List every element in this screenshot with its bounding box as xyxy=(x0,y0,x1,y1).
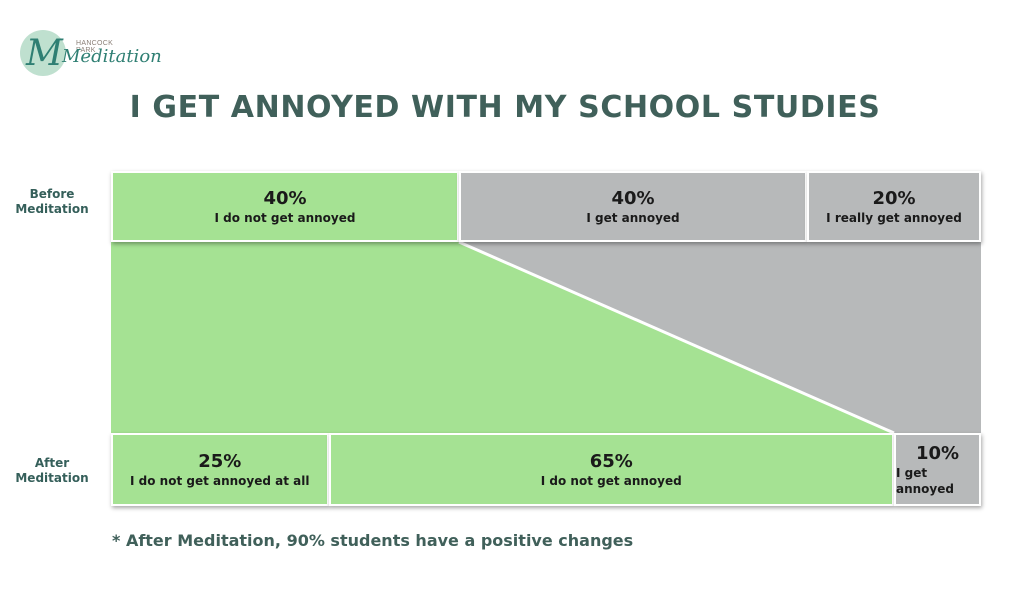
footnote: * After Meditation, 90% students have a … xyxy=(112,531,634,550)
segment-category-label: I do not get annoyed xyxy=(214,210,356,225)
segment-value-label: 20% xyxy=(872,187,916,209)
segment-category-label: I really get annoyed xyxy=(826,210,962,225)
logo-top-text: HANCOCK PARK xyxy=(76,40,114,54)
chart-title: I GET ANNOYED WITH MY SCHOOL STUDIES xyxy=(129,90,881,125)
flow-divider-line xyxy=(458,240,895,435)
segment-value-label: 40% xyxy=(263,187,307,209)
segment-category-label: I get annoyed xyxy=(586,210,680,225)
flow-layer xyxy=(111,240,981,435)
segment-category-label: I do not get annoyed at all xyxy=(130,473,310,488)
chart-bar-segment: 65% I do not get annoyed xyxy=(328,433,894,506)
segment-value-label: 10% xyxy=(915,442,960,464)
brand-logo: M HANCOCK PARK Meditation xyxy=(20,30,162,80)
logo-word: Meditation xyxy=(62,46,162,67)
logo-letter: M xyxy=(26,33,63,74)
segment-category-label: I get annoyed xyxy=(896,465,954,496)
chart-bar-segment: 40% I get annoyed xyxy=(459,171,807,242)
segment-value-label: 25% xyxy=(198,450,242,472)
logo-circle xyxy=(20,30,66,76)
chart-bar-segment: 25% I do not get annoyed at all xyxy=(111,433,329,506)
segment-value-label: 65% xyxy=(589,450,633,472)
chart-bar-segment: 40% I do not get annoyed xyxy=(111,171,459,242)
row-label: After Meditation xyxy=(15,456,89,485)
segment-value-label: 40% xyxy=(611,187,655,209)
chart-bar-segment: 20% I really get annoyed xyxy=(807,171,981,242)
chart-bar-segment: 10% I get annoyed xyxy=(894,433,981,506)
flow-positive-area xyxy=(111,242,894,433)
segment-category-label: I do not get annoyed xyxy=(540,473,682,488)
row-label: Before Meditation xyxy=(15,187,89,216)
